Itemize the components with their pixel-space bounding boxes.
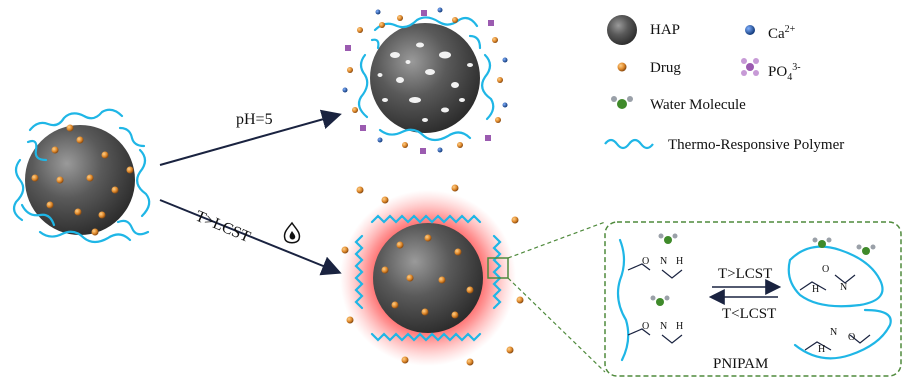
calcium-legend-label: Ca2+ (768, 22, 795, 42)
hap-legend-label: HAP (650, 22, 681, 38)
atom-oxygen-1: O (642, 256, 650, 267)
phosphate-charge: 3- (792, 62, 801, 73)
atom-nitrogen-2: N (660, 321, 668, 332)
pnipam-inset (604, 221, 902, 377)
hap-sphere (25, 125, 135, 235)
atom-nitrogen-4: N (830, 327, 838, 338)
collapsed-polymer-shell (354, 214, 502, 342)
atom-hydrogen-2: H (676, 321, 684, 332)
pore-holes (377, 42, 473, 122)
water-molecule-legend-icon (611, 96, 633, 109)
atom-hydrogen-3: H (812, 284, 820, 295)
thermal-pathway-arrow (159, 199, 342, 276)
atom-oxygen-4: O (848, 332, 856, 343)
phosphate-subscript: 4 (787, 72, 793, 83)
calcium-legend-icon (745, 25, 755, 35)
ph-pathway-arrow (159, 109, 342, 166)
zoom-region-marker (487, 257, 509, 279)
heated-nanoparticle (340, 184, 524, 366)
atom-hydrogen-4: H (818, 344, 826, 355)
forward-transition-label: T>LCST (718, 266, 773, 282)
extended-chain-groups (627, 263, 683, 344)
calcium-charge: 2+ (784, 24, 796, 35)
atom-nitrogen-3: N (840, 282, 848, 293)
drug-legend-icon (617, 62, 627, 72)
phosphate-legend-icon (741, 58, 759, 76)
legend (604, 15, 759, 150)
released-drug-particles (347, 15, 503, 148)
hap-legend-icon (607, 15, 637, 45)
drug-legend-label: Drug (650, 60, 681, 76)
inner-drug-particles (381, 234, 474, 319)
polymer-legend-label: Thermo-Responsive Polymer (668, 137, 845, 153)
released-calcium-ions (342, 7, 508, 153)
water-legend-label: Water Molecule (650, 97, 746, 113)
atom-oxygen-3: O (822, 264, 830, 275)
collapsed-chain-bonds (799, 274, 871, 351)
atom-oxygen-2: O (642, 321, 650, 332)
zoom-guide-top (507, 221, 606, 259)
bound-water-molecules (650, 233, 678, 306)
hap-sphere-porous (370, 23, 480, 133)
collapsed-chain (787, 245, 892, 360)
released-phosphate-ions (345, 10, 494, 154)
polymer-shell (12, 108, 151, 244)
polymer-legend-icon (604, 138, 654, 150)
outer-drug-particles (341, 184, 524, 366)
zoom-guide-bottom (507, 277, 606, 373)
phosphate-symbol: PO (768, 64, 788, 80)
phosphate-legend-label: PO43- (768, 60, 801, 86)
polymer-shell (357, 16, 495, 142)
atom-nitrogen-1: N (660, 256, 668, 267)
extended-chain (616, 238, 630, 362)
free-water-molecules (812, 237, 876, 255)
initial-nanoparticle (12, 108, 151, 244)
loaded-drug-particles (31, 124, 134, 236)
atom-hydrogen-1: H (676, 256, 684, 267)
flame-icon (283, 221, 301, 244)
calcium-symbol: Ca (768, 26, 785, 42)
acid-condition-label: pH=5 (236, 111, 273, 128)
pnipam-label: PNIPAM (713, 356, 769, 372)
reverse-transition-label: T<LCST (722, 306, 777, 322)
acid-degraded-nanoparticle (342, 7, 508, 154)
